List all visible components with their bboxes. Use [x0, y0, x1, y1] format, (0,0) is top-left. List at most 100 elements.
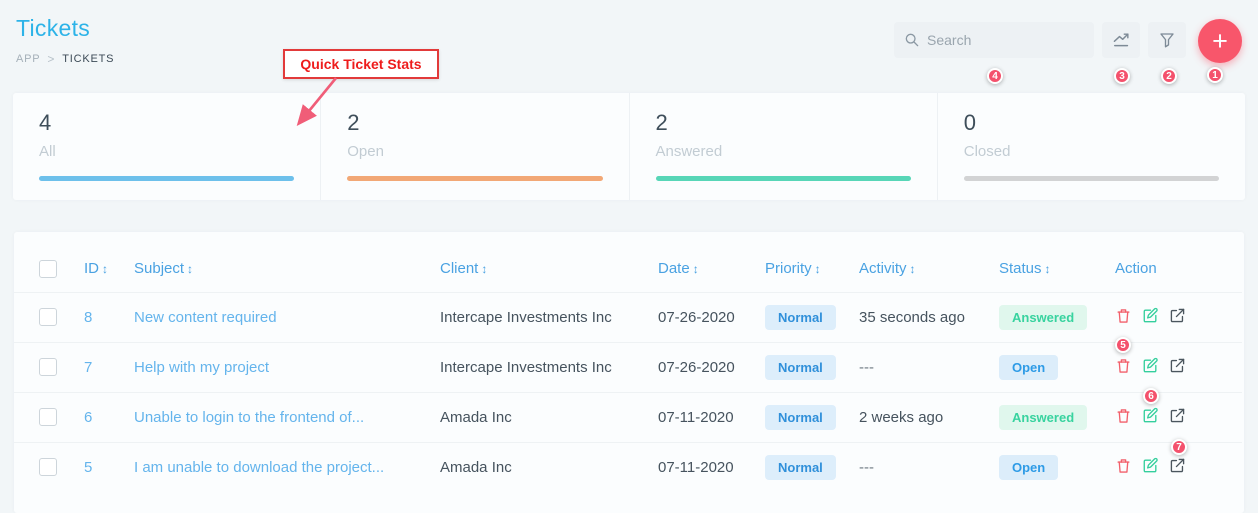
column-label: Status	[999, 260, 1042, 278]
delete-ticket-button[interactable]	[1115, 307, 1132, 328]
stat-card-open[interactable]: 2 Open	[321, 93, 630, 200]
status-badge: Answered	[999, 404, 1088, 430]
delete-ticket-button[interactable]	[1115, 407, 1132, 428]
column-header-id[interactable]: ID ↕	[84, 246, 134, 292]
external-link-icon	[1169, 407, 1186, 424]
open-ticket-button[interactable]	[1169, 407, 1186, 427]
column-label: ID	[84, 260, 99, 278]
ticket-activity-cell: ---	[859, 341, 999, 392]
ticket-subject-link[interactable]: I am unable to download the project...	[134, 458, 385, 476]
ticket-status-cell: Answered	[999, 391, 1115, 442]
stat-card-all[interactable]: 4 All	[13, 93, 322, 200]
delete-ticket-button[interactable]	[1115, 357, 1132, 378]
sort-icon: ↕	[102, 262, 108, 277]
column-header-activity[interactable]: Activity ↕	[859, 246, 999, 292]
ticket-subject-cell: New content required	[134, 291, 440, 342]
status-badge: Open	[999, 354, 1059, 380]
page-title: Tickets	[16, 15, 91, 41]
ticket-subject-link[interactable]: Unable to login to the frontend of...	[134, 408, 365, 426]
search-box	[894, 22, 1108, 58]
open-ticket-button[interactable]	[1169, 457, 1186, 477]
status-badge: Answered	[999, 304, 1088, 330]
ticket-action-cell	[1115, 291, 1242, 342]
priority-badge: Normal	[765, 404, 836, 430]
filter-button[interactable]	[1148, 22, 1186, 58]
ticket-status-cell: Answered	[999, 291, 1115, 342]
annotation-badge-1: 1	[1207, 67, 1223, 83]
open-ticket-button[interactable]	[1169, 357, 1186, 377]
stat-card-answered[interactable]: 2 Answered	[630, 93, 938, 200]
delete-ticket-button[interactable]	[1115, 457, 1132, 478]
ticket-status-cell: Open	[999, 441, 1115, 492]
row-checkbox[interactable]	[39, 308, 57, 326]
open-ticket-button[interactable]	[1169, 307, 1186, 327]
annotation-badge-2: 2	[1161, 68, 1177, 84]
edit-ticket-button[interactable]	[1142, 307, 1159, 327]
edit-pencil-icon	[1142, 357, 1159, 374]
edit-ticket-button[interactable]	[1142, 457, 1159, 477]
ticket-id-cell: 7	[84, 341, 134, 392]
row-select-cell	[14, 441, 84, 492]
tickets-table-card: ID ↕ Subject ↕ Client ↕ Date ↕ Priority ↕ Activity…	[14, 232, 1244, 513]
ticket-id-cell: 8	[84, 291, 134, 342]
stat-progress-bar	[347, 176, 603, 181]
trash-icon	[1115, 457, 1132, 475]
ticket-date: 07-11-2020	[658, 408, 734, 426]
column-header-status[interactable]: Status ↕	[999, 246, 1115, 292]
edit-pencil-icon	[1142, 457, 1159, 474]
ticket-id-link[interactable]: 6	[84, 408, 93, 426]
external-link-icon	[1169, 357, 1186, 374]
column-header-subject[interactable]: Subject ↕	[134, 246, 440, 292]
sort-icon: ↕	[187, 262, 194, 277]
column-header-action: Action	[1115, 246, 1242, 292]
search-input[interactable]	[927, 32, 1108, 48]
quick-ticket-stats: 4 All 2 Open 2 Answered 0 Closed	[13, 93, 1245, 200]
edit-ticket-button[interactable]	[1142, 357, 1159, 377]
add-ticket-button[interactable]: +	[1198, 19, 1242, 63]
edit-pencil-icon	[1142, 407, 1159, 424]
edit-ticket-button[interactable]	[1142, 407, 1159, 427]
priority-badge: Normal	[765, 354, 836, 380]
activity-report-button[interactable]	[1102, 22, 1140, 58]
ticket-status-cell: Open	[999, 341, 1115, 392]
row-select-cell	[14, 341, 84, 392]
annotation-badge-6: 6	[1143, 388, 1159, 404]
ticket-date: 07-26-2020	[658, 358, 735, 376]
sort-icon: ↕	[814, 262, 821, 277]
ticket-id-link[interactable]: 8	[84, 308, 93, 326]
column-label: Activity	[859, 260, 907, 278]
ticket-id-cell: 6	[84, 391, 134, 442]
row-checkbox[interactable]	[39, 358, 57, 376]
ticket-subject-link[interactable]: New content required	[134, 308, 277, 326]
ticket-row: 5 I am unable to download the project... A…	[14, 441, 1242, 492]
ticket-subject-link[interactable]: Help with my project	[134, 358, 270, 376]
row-select-cell	[14, 291, 84, 342]
ticket-activity: ---	[859, 458, 874, 476]
column-label: Date	[658, 260, 690, 278]
stat-progress-bar	[655, 176, 911, 181]
ticket-date-cell: 07-26-2020	[658, 341, 765, 392]
stat-progress-bar	[963, 176, 1219, 181]
select-all-checkbox[interactable]	[39, 259, 57, 278]
ticket-priority-cell: Normal	[765, 441, 859, 492]
row-checkbox[interactable]	[39, 458, 57, 477]
row-checkbox[interactable]	[39, 408, 57, 426]
column-header-client[interactable]: Client ↕	[440, 246, 658, 292]
stat-card-closed[interactable]: 0 Closed	[938, 93, 1245, 200]
sort-icon: ↕	[1044, 262, 1051, 277]
annotation-badge-4: 4	[987, 68, 1003, 84]
stat-label: Answered	[655, 143, 723, 160]
header-left: Tickets APP > TICKETS	[16, 15, 114, 66]
column-label: Subject	[134, 260, 185, 278]
column-header-date[interactable]: Date ↕	[658, 246, 765, 292]
ticket-id-link[interactable]: 5	[84, 458, 93, 476]
stat-value: 4	[39, 110, 52, 135]
ticket-subject-cell: Unable to login to the frontend of...	[134, 391, 440, 442]
ticket-id-link[interactable]: 7	[84, 358, 93, 376]
ticket-activity-cell: ---	[859, 441, 999, 492]
breadcrumb-root[interactable]: APP	[16, 53, 41, 65]
plus-icon: +	[1212, 25, 1228, 56]
edit-pencil-icon	[1142, 307, 1159, 324]
tickets-table: ID ↕ Subject ↕ Client ↕ Date ↕ Priority ↕ Activity…	[14, 246, 1242, 492]
column-header-priority[interactable]: Priority ↕	[765, 246, 859, 292]
